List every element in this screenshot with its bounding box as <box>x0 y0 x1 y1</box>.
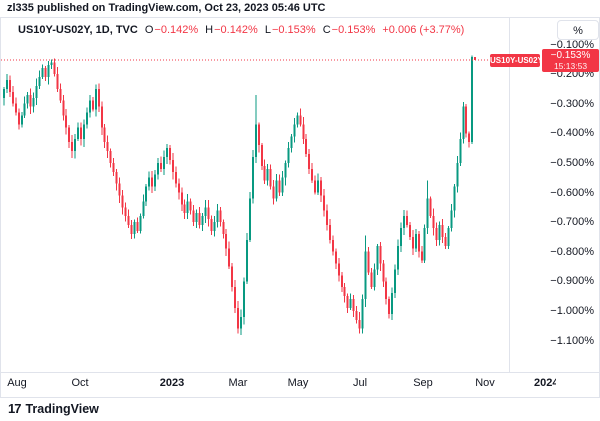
symbol-title[interactable]: US10Y-US02Y, 1D, TVC <box>18 24 138 36</box>
attribution-text: zl335 published on TradingView.com, Oct … <box>7 2 326 14</box>
time-tick: Nov <box>475 377 495 389</box>
price-tick: −0.900% <box>550 275 594 288</box>
candles-series <box>3 55 477 336</box>
time-axis[interactable]: Aug Oct 2023 Mar May Jul Sep Nov 2024 <box>1 373 599 397</box>
percent-unit-button[interactable]: % <box>557 20 599 40</box>
tradingview-logo-text: TradingView <box>25 402 99 416</box>
candles-svg[interactable] <box>1 18 599 397</box>
ohlc-values: O −0.142% H −0.142% L −0.153% C −0.153% <box>145 24 376 36</box>
bar-countdown: 15:13:53 <box>553 60 588 71</box>
time-tick: 2023 <box>159 377 185 389</box>
price-tick: −0.500% <box>550 156 594 169</box>
time-tick: Sep <box>413 377 433 389</box>
time-tick: Jul <box>352 377 368 389</box>
price-tick: −0.600% <box>550 186 594 199</box>
time-tick: Oct <box>71 377 89 389</box>
ohlc-item: L −0.153% <box>264 24 316 36</box>
tradingview-logo[interactable]: 17 TradingView <box>8 401 99 417</box>
time-tick: May <box>287 377 309 389</box>
price-tick: −1.000% <box>550 304 594 317</box>
time-tick: Mar <box>228 377 248 389</box>
time-tick: Aug <box>7 377 27 389</box>
ohlc-item: O −0.142% <box>144 24 199 36</box>
time-axis-separator <box>1 372 599 373</box>
price-axis[interactable]: −0.100% −0.200% −0.300% −0.400% −0.500% −0.60… <box>510 18 599 372</box>
price-label-symbol: US10Y-US02Y <box>490 53 543 67</box>
chart-widget: US10Y-US02Y, 1D, TVC O −0.142% H −0.142% L −0… <box>0 17 600 398</box>
chart-legend: US10Y-US02Y, 1D, TVC O −0.142% H −0.142% L −0… <box>18 24 464 36</box>
price-tick: −0.800% <box>550 245 594 258</box>
ohlc-item: C −0.153% <box>322 24 376 36</box>
price-tick: −0.700% <box>550 216 594 229</box>
last-price: −0.153% <box>550 49 591 61</box>
tradingview-logo-icon: 17 <box>8 401 22 416</box>
price-axis-separator <box>509 18 510 372</box>
price-label-value: −0.153% 15:13:53 <box>542 48 599 72</box>
price-tick: −0.300% <box>550 97 594 110</box>
time-tick: 2024 <box>534 377 556 389</box>
change-value: +0.006 (+3.77%) <box>382 24 465 36</box>
ohlc-item: H −0.142% <box>205 24 258 36</box>
price-tick: −1.100% <box>550 334 594 347</box>
price-tick: −0.400% <box>550 127 594 140</box>
price-tick: −0.100% <box>550 38 594 51</box>
